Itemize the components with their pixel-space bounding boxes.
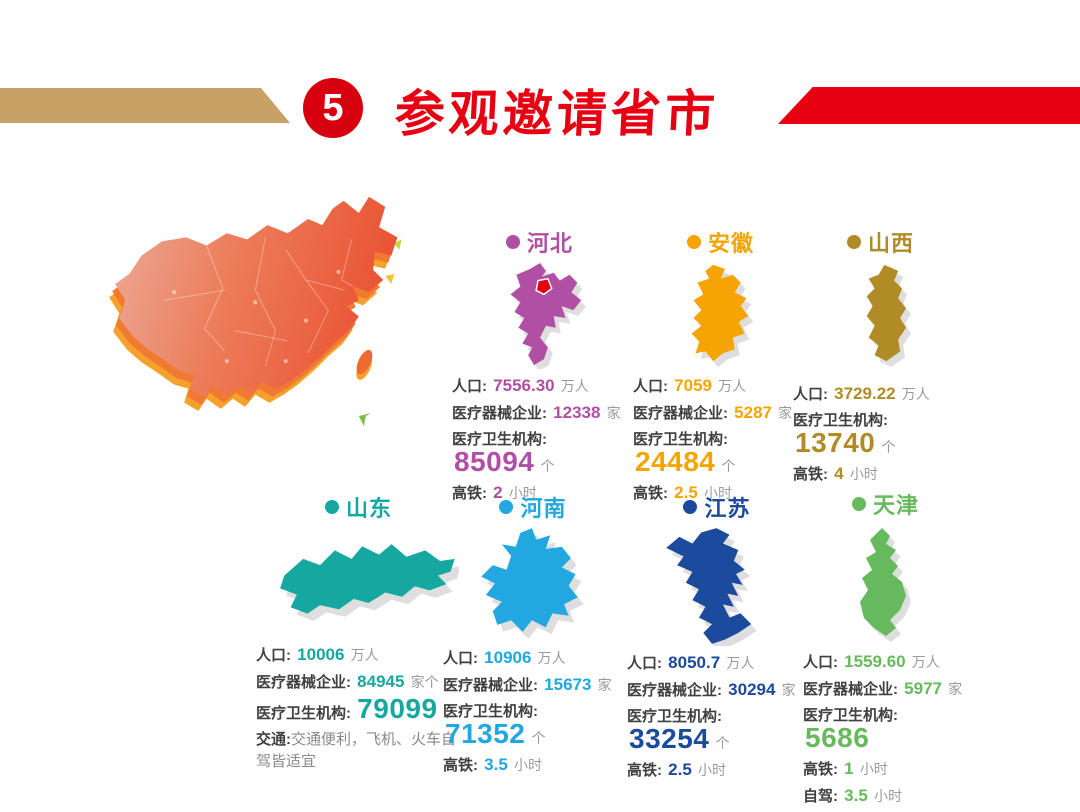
province-borders [163, 237, 353, 367]
stat-transport: 交通:交通便利，飞机、火车自驾皆适宜 [256, 731, 457, 770]
stats-list: 人口: 10006 万人 医疗器械企业: 84945 家个 医疗卫生机构: 79… [256, 644, 461, 773]
stat-health-institutions: 医疗卫生机构: 71352 个 [443, 703, 546, 749]
province-name: 河南 [520, 496, 567, 521]
hebei-map-shape [510, 262, 586, 369]
stats-list: 人口: 8050.7 万人 医疗器械企业: 30294 家 医疗卫生机构: 33… [627, 652, 807, 782]
stat-device-companies: 医疗器械企业: 30294 家 [627, 680, 796, 699]
stat-population: 人口: 8050.7 万人 [627, 653, 755, 672]
stat-device-companies: 医疗器械企业: 5977 家 [803, 679, 963, 698]
stat-population: 人口: 10906 万人 [443, 648, 566, 667]
stat-population: 人口: 1559.60 万人 [803, 652, 940, 671]
stat-population: 人口: 10006 万人 [256, 645, 379, 664]
stat-highspeed-rail: 高铁: 3.5 小时 [443, 755, 542, 774]
province-title: 山西 [793, 229, 968, 256]
stat-device-companies: 医疗器械企业: 15673 家 [443, 675, 612, 694]
stat-device-companies: 医疗器械企业: 5287 家 [633, 403, 793, 422]
province-card-hebei: 河北 人口: 7556.30 万人 医疗器械企业: 12338 家 医疗卫生机构… [452, 229, 627, 509]
province-title: 河北 [452, 229, 627, 256]
province-title: 天津 [803, 491, 968, 518]
stats-list: 人口: 3729.22 万人 医疗卫生机构: 13740 个 高铁: 4 小时 [793, 383, 968, 486]
green-fleck [358, 412, 371, 427]
tianjin-map-shape [859, 528, 911, 642]
stat-health-institutions: 医疗卫生机构: 24484 个 [633, 431, 736, 477]
bullet-icon [851, 497, 866, 511]
stat-device-companies: 医疗器械企业: 12338 家 [452, 403, 621, 422]
stats-list: 人口: 7556.30 万人 医疗器械企业: 12338 家 医疗卫生机构: 8… [452, 375, 627, 505]
stat-highspeed-rail: 高铁: 2.5 小时 [627, 760, 726, 779]
province-name: 河北 [526, 231, 573, 256]
henan-map-shape [481, 528, 584, 639]
header-red-ribbon [778, 87, 1080, 124]
stat-health-institutions: 医疗卫生机构: 79099 、 [256, 693, 458, 724]
stat-highspeed-rail: 高铁: 4 小时 [793, 464, 878, 483]
province-card-anhui: 安徽 人口: 7059 万人 医疗器械企业: 5287 家 医疗卫生机构: 24… [633, 229, 808, 509]
taiwan-shape [356, 349, 373, 375]
stat-highspeed-rail: 高铁: 2 小时 [452, 483, 537, 502]
bullet-icon [683, 500, 698, 514]
stat-device-companies: 医疗器械企业: 84945 家个 [256, 672, 439, 691]
stat-population: 人口: 7556.30 万人 [452, 376, 589, 395]
province-title: 江苏 [627, 494, 807, 521]
province-name: 山东 [345, 496, 392, 521]
shanxi-map-shape [866, 264, 911, 368]
stat-population: 人口: 7059 万人 [633, 376, 747, 395]
stat-health-institutions: 医疗卫生机构: 13740 个 [793, 412, 896, 458]
bullet-icon [846, 235, 861, 249]
stats-list: 人口: 10906 万人 医疗器械企业: 15673 家 医疗卫生机构: 713… [443, 647, 623, 777]
stat-health-institutions: 医疗卫生机构: 5686 [803, 707, 898, 753]
bullet-icon [324, 500, 339, 514]
shandong-map-shape [279, 544, 459, 621]
map-fleck [393, 239, 402, 250]
section-number-badge: 5 [303, 78, 363, 138]
china-3d-map [109, 196, 402, 427]
province-name: 天津 [872, 493, 919, 518]
bullet-icon [505, 235, 520, 249]
bullet-icon [686, 235, 701, 249]
stat-health-institutions: 医疗卫生机构: 85094 个 [452, 431, 555, 477]
stats-list: 人口: 7059 万人 医疗器械企业: 5287 家 医疗卫生机构: 24484… [633, 375, 808, 505]
bullet-icon [499, 500, 514, 514]
province-card-shandong: 山东 人口: 10006 万人 医疗器械企业: 84945 家个 医疗卫生机构:… [256, 494, 461, 777]
province-title: 河南 [443, 494, 623, 521]
province-name: 江苏 [704, 496, 751, 521]
jiangsu-map-shape [665, 528, 757, 646]
stat-health-institutions: 医疗卫生机构: 33254 个 [627, 708, 730, 754]
stat-highspeed-rail: 高铁: 1 小时 [803, 759, 888, 778]
province-title: 安徽 [633, 229, 808, 256]
stats-list: 人口: 1559.60 万人 医疗器械企业: 5977 家 医疗卫生机构: 56… [803, 651, 968, 808]
province-card-henan: 河南 人口: 10906 万人 医疗器械企业: 15673 家 医疗卫生机构: … [443, 494, 623, 781]
stat-self-drive: 自驾: 3.5 小时 [803, 786, 902, 805]
stat-highspeed-rail: 高铁: 2.5 小时 [633, 483, 732, 502]
capital-dots [172, 269, 359, 364]
province-card-jiangsu: 江苏 人口: 8050.7 万人 医疗器械企业: 30294 家 医疗卫生机构:… [627, 494, 807, 786]
stat-population: 人口: 3729.22 万人 [793, 384, 930, 403]
province-name: 山西 [867, 231, 914, 256]
province-name: 安徽 [707, 231, 754, 256]
beijing-marker [534, 277, 553, 296]
province-title: 山东 [256, 494, 461, 521]
province-card-shanxi: 山西 人口: 3729.22 万人 医疗卫生机构: 13740 个 高铁: 4 … [793, 229, 968, 490]
province-card-tianjin: 天津 人口: 1559.60 万人 医疗器械企业: 5977 家 医疗卫生机构:… [803, 491, 968, 812]
header-tan-ribbon [0, 88, 290, 123]
page-title: 参观邀请省市 [393, 86, 721, 142]
anhui-map-shape [691, 264, 753, 368]
